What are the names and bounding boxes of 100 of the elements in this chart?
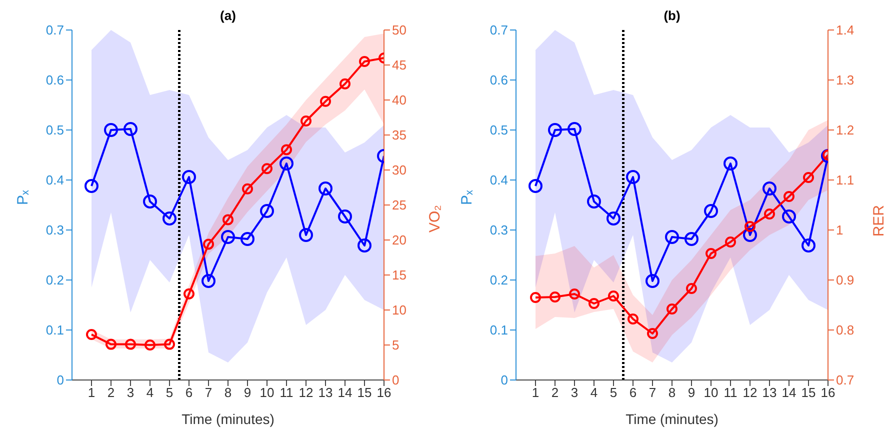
point — [338, 210, 352, 224]
y2-axis-title: VO₂ — [426, 204, 444, 232]
x-tick-label: 11 — [724, 385, 738, 400]
x-axis-title: Time (minutes) — [182, 411, 274, 427]
point — [340, 78, 350, 90]
x-tick-label: 4 — [146, 385, 154, 400]
x-tick-label: 9 — [688, 385, 696, 400]
x-tick-label: 13 — [762, 385, 777, 400]
point — [608, 290, 619, 302]
point — [359, 56, 370, 67]
x-tick-label: 5 — [166, 385, 174, 400]
y-tick-label: 0 — [56, 372, 64, 388]
y2-tick-label: 0.9 — [836, 272, 854, 288]
point — [568, 122, 582, 136]
y-tick-label: 0.4 — [490, 172, 508, 188]
point — [764, 208, 775, 220]
point — [300, 116, 312, 126]
point — [569, 288, 580, 300]
point — [665, 230, 679, 244]
x-tick-label: 3 — [570, 385, 578, 400]
x-tick-label: 10 — [704, 385, 718, 400]
x-tick-label: 7 — [204, 385, 212, 400]
point — [143, 194, 157, 208]
y2-tick-label: 15 — [392, 268, 406, 283]
point — [803, 172, 814, 183]
y-axis-title: Pₓ — [14, 190, 32, 205]
point — [299, 228, 313, 242]
point — [646, 274, 660, 288]
x-tick-label: 2 — [107, 385, 115, 400]
y-tick-label: 0.2 — [490, 272, 508, 288]
y-axis-title: Pₓ — [458, 190, 476, 205]
point — [528, 179, 542, 193]
y2-tick-label: 50 — [392, 22, 406, 38]
point — [184, 288, 194, 300]
point — [647, 328, 658, 339]
y2-tick-label: 0.7 — [836, 372, 854, 388]
point — [240, 232, 254, 246]
x-tick-label: 16 — [820, 385, 836, 400]
chart-title: (b) — [662, 8, 682, 24]
point — [358, 238, 372, 252]
point — [684, 232, 698, 246]
y-tick-label: 0.5 — [490, 122, 508, 138]
point — [320, 96, 331, 107]
x-tick-label: 6 — [185, 385, 193, 400]
x-tick-label: 3 — [126, 385, 134, 400]
point — [86, 329, 97, 340]
y-tick-label: 0.4 — [46, 172, 64, 188]
point — [588, 298, 600, 309]
point — [281, 144, 292, 156]
point — [260, 204, 274, 218]
x-tick-label: 1 — [532, 385, 540, 400]
point — [280, 156, 294, 170]
point — [628, 314, 638, 324]
point — [144, 340, 156, 350]
x-tick-label: 15 — [357, 385, 372, 400]
point — [724, 156, 738, 170]
point — [262, 163, 272, 174]
y2-tick-label: 1.1 — [836, 172, 854, 188]
point — [162, 212, 176, 226]
point — [784, 191, 794, 202]
x-tick-label: 7 — [648, 385, 656, 400]
x-tick-label: 14 — [338, 385, 352, 400]
point — [802, 238, 816, 252]
point — [686, 283, 697, 294]
x-tick-label: 2 — [551, 385, 559, 400]
point — [550, 292, 560, 302]
point — [318, 182, 332, 196]
point — [106, 338, 116, 350]
point — [182, 170, 196, 184]
point — [125, 338, 136, 350]
chart-title: (a) — [219, 8, 237, 24]
y2-tick-label: 10 — [392, 302, 406, 318]
point — [626, 170, 640, 184]
x-tick-label: 13 — [318, 385, 333, 400]
y2-tick-label: 1.4 — [836, 22, 854, 38]
y2-tick-label: 25 — [392, 198, 406, 213]
x-tick-label: 10 — [260, 385, 274, 400]
point — [666, 304, 678, 314]
point — [203, 238, 214, 250]
x-tick-label: 14 — [782, 385, 796, 400]
point — [706, 248, 716, 259]
y2-tick-label: 35 — [392, 128, 406, 143]
y-tick-label: 0.7 — [490, 22, 508, 38]
point — [587, 194, 601, 208]
y2-tick-label: 1.2 — [836, 122, 854, 138]
point — [202, 274, 216, 288]
point — [743, 228, 757, 242]
point — [84, 179, 98, 193]
x-tick-label: 6 — [629, 385, 637, 400]
x-tick-label: 1 — [88, 385, 96, 400]
x-tick-label: 4 — [590, 385, 598, 400]
x-tick-label: 8 — [224, 385, 232, 400]
x-tick-label: 16 — [376, 385, 392, 400]
point — [222, 214, 234, 226]
point — [242, 183, 253, 194]
x-tick-label: 9 — [244, 385, 252, 400]
point — [530, 292, 541, 303]
y-tick-label: 0.3 — [490, 222, 508, 238]
x-axis-title: Time (minutes) — [626, 411, 718, 427]
point — [744, 221, 756, 232]
